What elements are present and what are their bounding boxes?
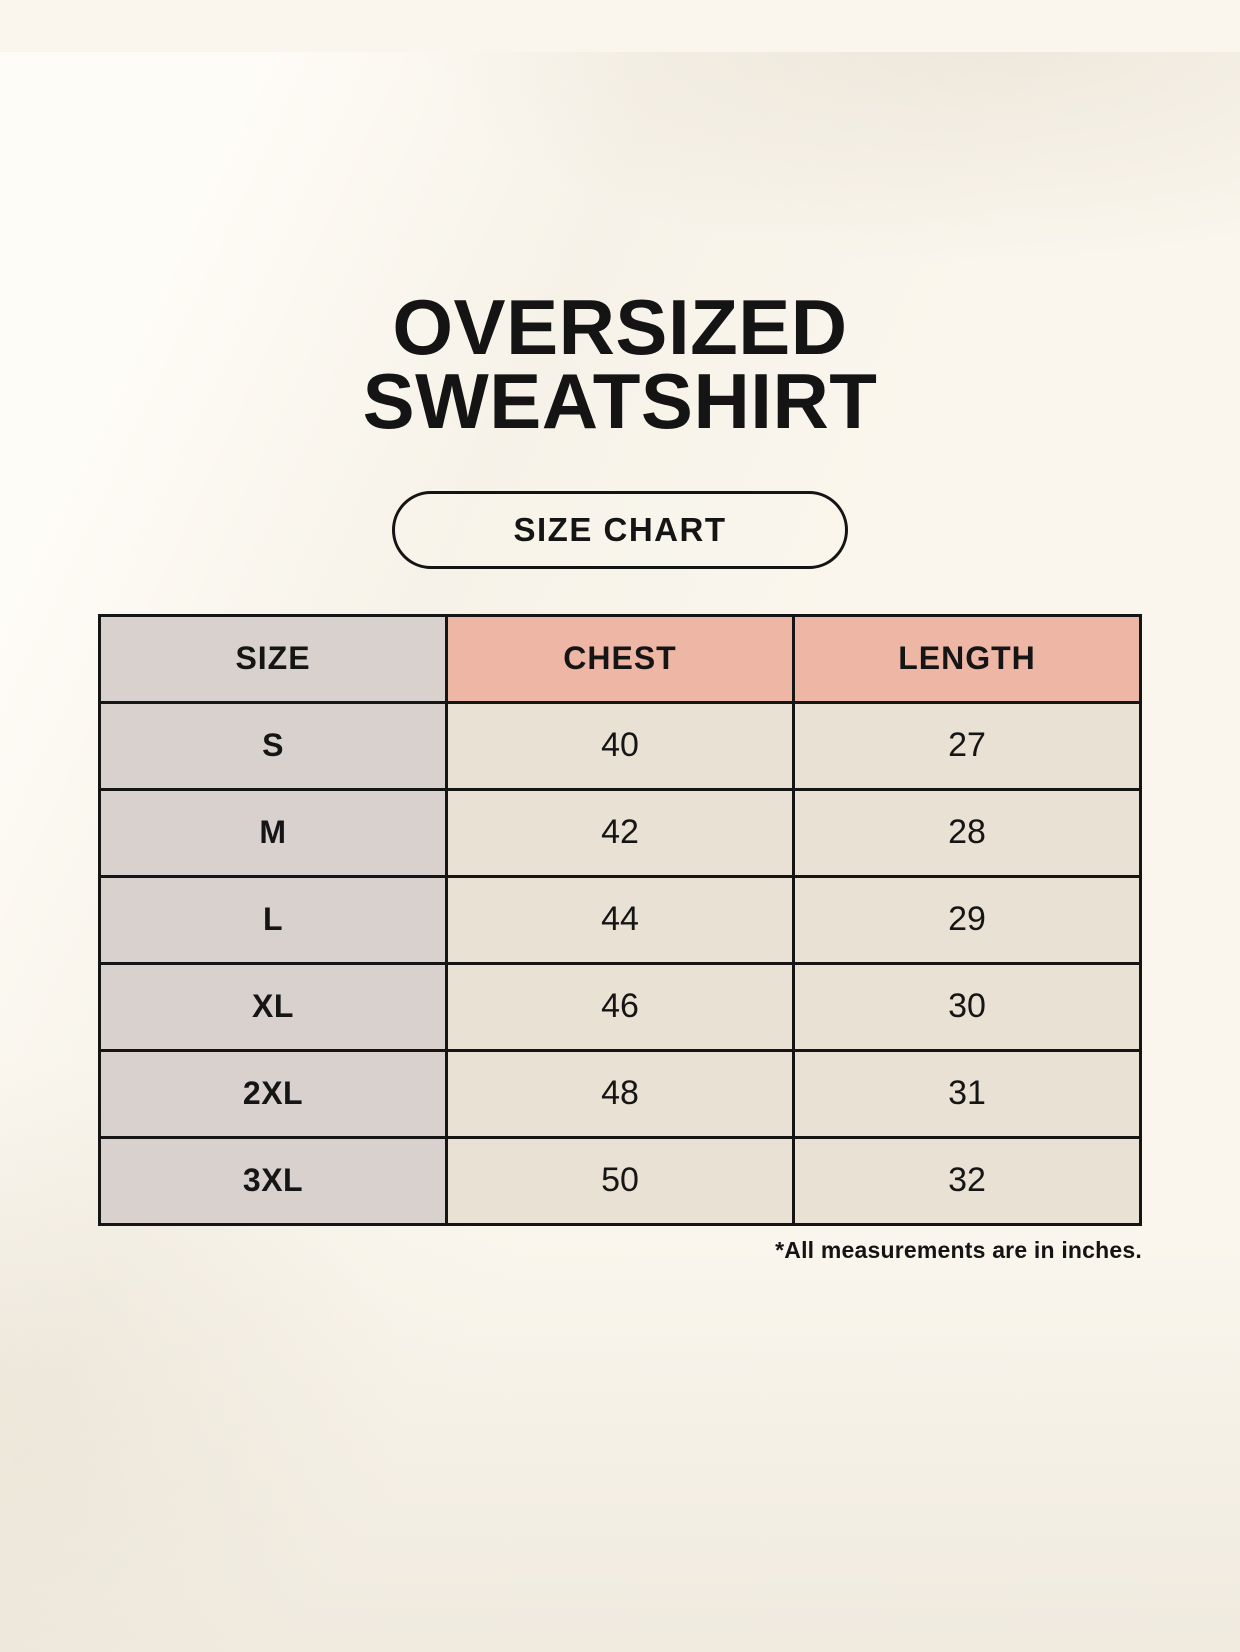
length-value: 29	[792, 874, 1142, 965]
size-chart-badge: SIZE CHART	[392, 490, 848, 569]
table-header-row: SIZE CHEST LENGTH	[98, 613, 1142, 704]
size-chart-badge-label: SIZE CHART	[513, 510, 727, 548]
size-label: 3XL	[98, 1135, 448, 1226]
table-row-m: M 42 28	[98, 787, 1142, 878]
table-row-3xl: 3XL 50 32	[98, 1135, 1142, 1226]
size-label: XL	[98, 961, 448, 1052]
size-chart-graphic: OVERSIZED SWEATSHIRT SIZE CHART SIZE CHE…	[0, 52, 1240, 1263]
table-row-l: L 44 29	[98, 874, 1142, 965]
product-title-line1: OVERSIZED	[392, 283, 848, 372]
chest-value: 42	[445, 787, 795, 878]
chest-value: 50	[445, 1135, 795, 1226]
size-table: SIZE CHEST LENGTH S 40 27 M 42 28 L 44 2…	[98, 613, 1142, 1226]
length-value: 30	[792, 961, 1142, 1052]
size-label: M	[98, 787, 448, 878]
chest-value: 48	[445, 1048, 795, 1139]
column-header-size: SIZE	[98, 613, 448, 704]
column-header-length: LENGTH	[792, 613, 1142, 704]
size-label: L	[98, 874, 448, 965]
length-value: 31	[792, 1048, 1142, 1139]
product-title: OVERSIZED SWEATSHIRT	[0, 52, 1240, 446]
product-title-line2: SWEATSHIRT	[362, 357, 878, 446]
size-label: 2XL	[98, 1048, 448, 1139]
size-label: S	[98, 700, 448, 791]
table-row-s: S 40 27	[98, 700, 1142, 791]
chest-value: 46	[445, 961, 795, 1052]
table-row-2xl: 2XL 48 31	[98, 1048, 1142, 1139]
chest-value: 40	[445, 700, 795, 791]
size-chart-page: { "header": { "title_line1": "OVERSIZED"…	[0, 52, 1240, 1652]
length-value: 27	[792, 700, 1142, 791]
table-row-xl: XL 46 30	[98, 961, 1142, 1052]
length-value: 32	[792, 1135, 1142, 1226]
column-header-chest: CHEST	[445, 613, 795, 704]
measurements-footnote: *All measurements are in inches.	[775, 1236, 1142, 1263]
length-value: 28	[792, 787, 1142, 878]
chest-value: 44	[445, 874, 795, 965]
